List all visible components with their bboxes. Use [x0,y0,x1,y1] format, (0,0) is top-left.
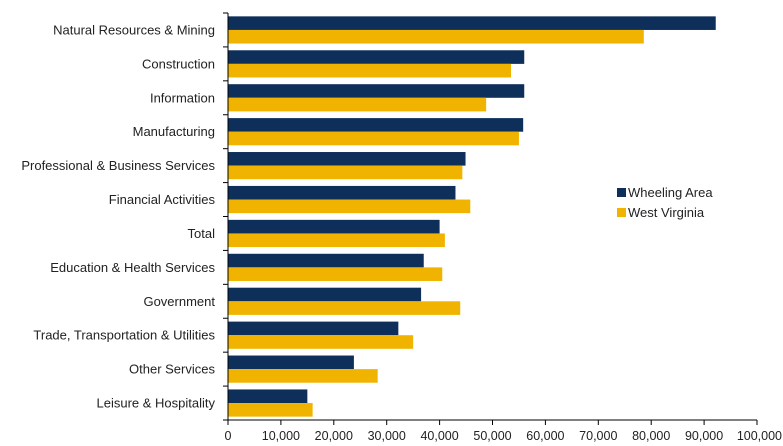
category-label: Information [150,90,215,105]
bar-wheeling-area [228,355,354,370]
bar-wheeling-area [228,16,716,30]
legend-label-west-virginia: West Virginia [628,205,705,220]
x-tick-label: 60,000 [526,429,564,443]
bar-wheeling-area [228,287,422,302]
category-labels: Natural Resources & Mining Construction In… [21,22,215,410]
x-tick-label: 50,000 [473,429,511,443]
category-label: Construction [142,56,215,71]
category-label: Government [143,294,215,309]
bar-west-virginia [228,403,313,417]
x-tick-label: 10,000 [262,429,300,443]
bar-wheeling-area [228,219,440,234]
legend: Wheeling Area West Virginia [617,185,713,220]
bar-wheeling-area [228,321,399,336]
bar-wheeling-area [228,118,524,132]
bar-west-virginia [228,335,414,349]
category-label: Trade, Transportation & Utilities [33,328,215,343]
legend-swatch-wheeling-area [617,188,626,197]
bar-west-virginia [228,63,512,78]
x-tick-label: 40,000 [420,429,458,443]
category-label: Total [188,226,216,241]
bar-wheeling-area [228,253,424,268]
bar-wheeling-area [228,152,466,166]
bar-west-virginia [228,199,471,214]
legend-label-wheeling-area: Wheeling Area [628,185,713,200]
x-tick-label: 90,000 [685,429,723,443]
bar-west-virginia [228,369,378,383]
bars-group [228,16,716,417]
category-label: Leisure & Hospitality [97,396,216,411]
x-tick-label: 20,000 [315,429,353,443]
bar-west-virginia [228,131,519,146]
x-tick-label: 80,000 [632,429,670,443]
category-label: Natural Resources & Mining [53,22,215,37]
bar-wheeling-area [228,50,525,64]
bar-wheeling-area [228,185,456,200]
bar-wheeling-area [228,84,525,98]
x-tick-labels: 0 10,000 20,000 30,000 40,000 50,000 60,000 70,… [225,429,783,443]
bar-west-virginia [228,165,463,180]
category-label: Education & Health Services [50,260,215,275]
bar-west-virginia [228,267,443,281]
category-label: Professional & Business Services [21,158,215,173]
x-tick-label: 30,000 [368,429,406,443]
x-tick-label: 70,000 [579,429,617,443]
bar-west-virginia [228,233,445,248]
x-tick-label: 0 [225,429,232,443]
bar-wheeling-area [228,389,308,404]
axes-group [223,12,758,425]
bar-west-virginia [228,29,644,44]
category-label: Manufacturing [133,124,215,139]
bar-west-virginia [228,97,487,112]
category-label: Financial Activities [109,192,216,207]
legend-swatch-west-virginia [617,208,626,217]
bar-west-virginia [228,301,461,315]
category-label: Other Services [129,362,215,377]
x-tick-label: 100,000 [737,429,782,443]
